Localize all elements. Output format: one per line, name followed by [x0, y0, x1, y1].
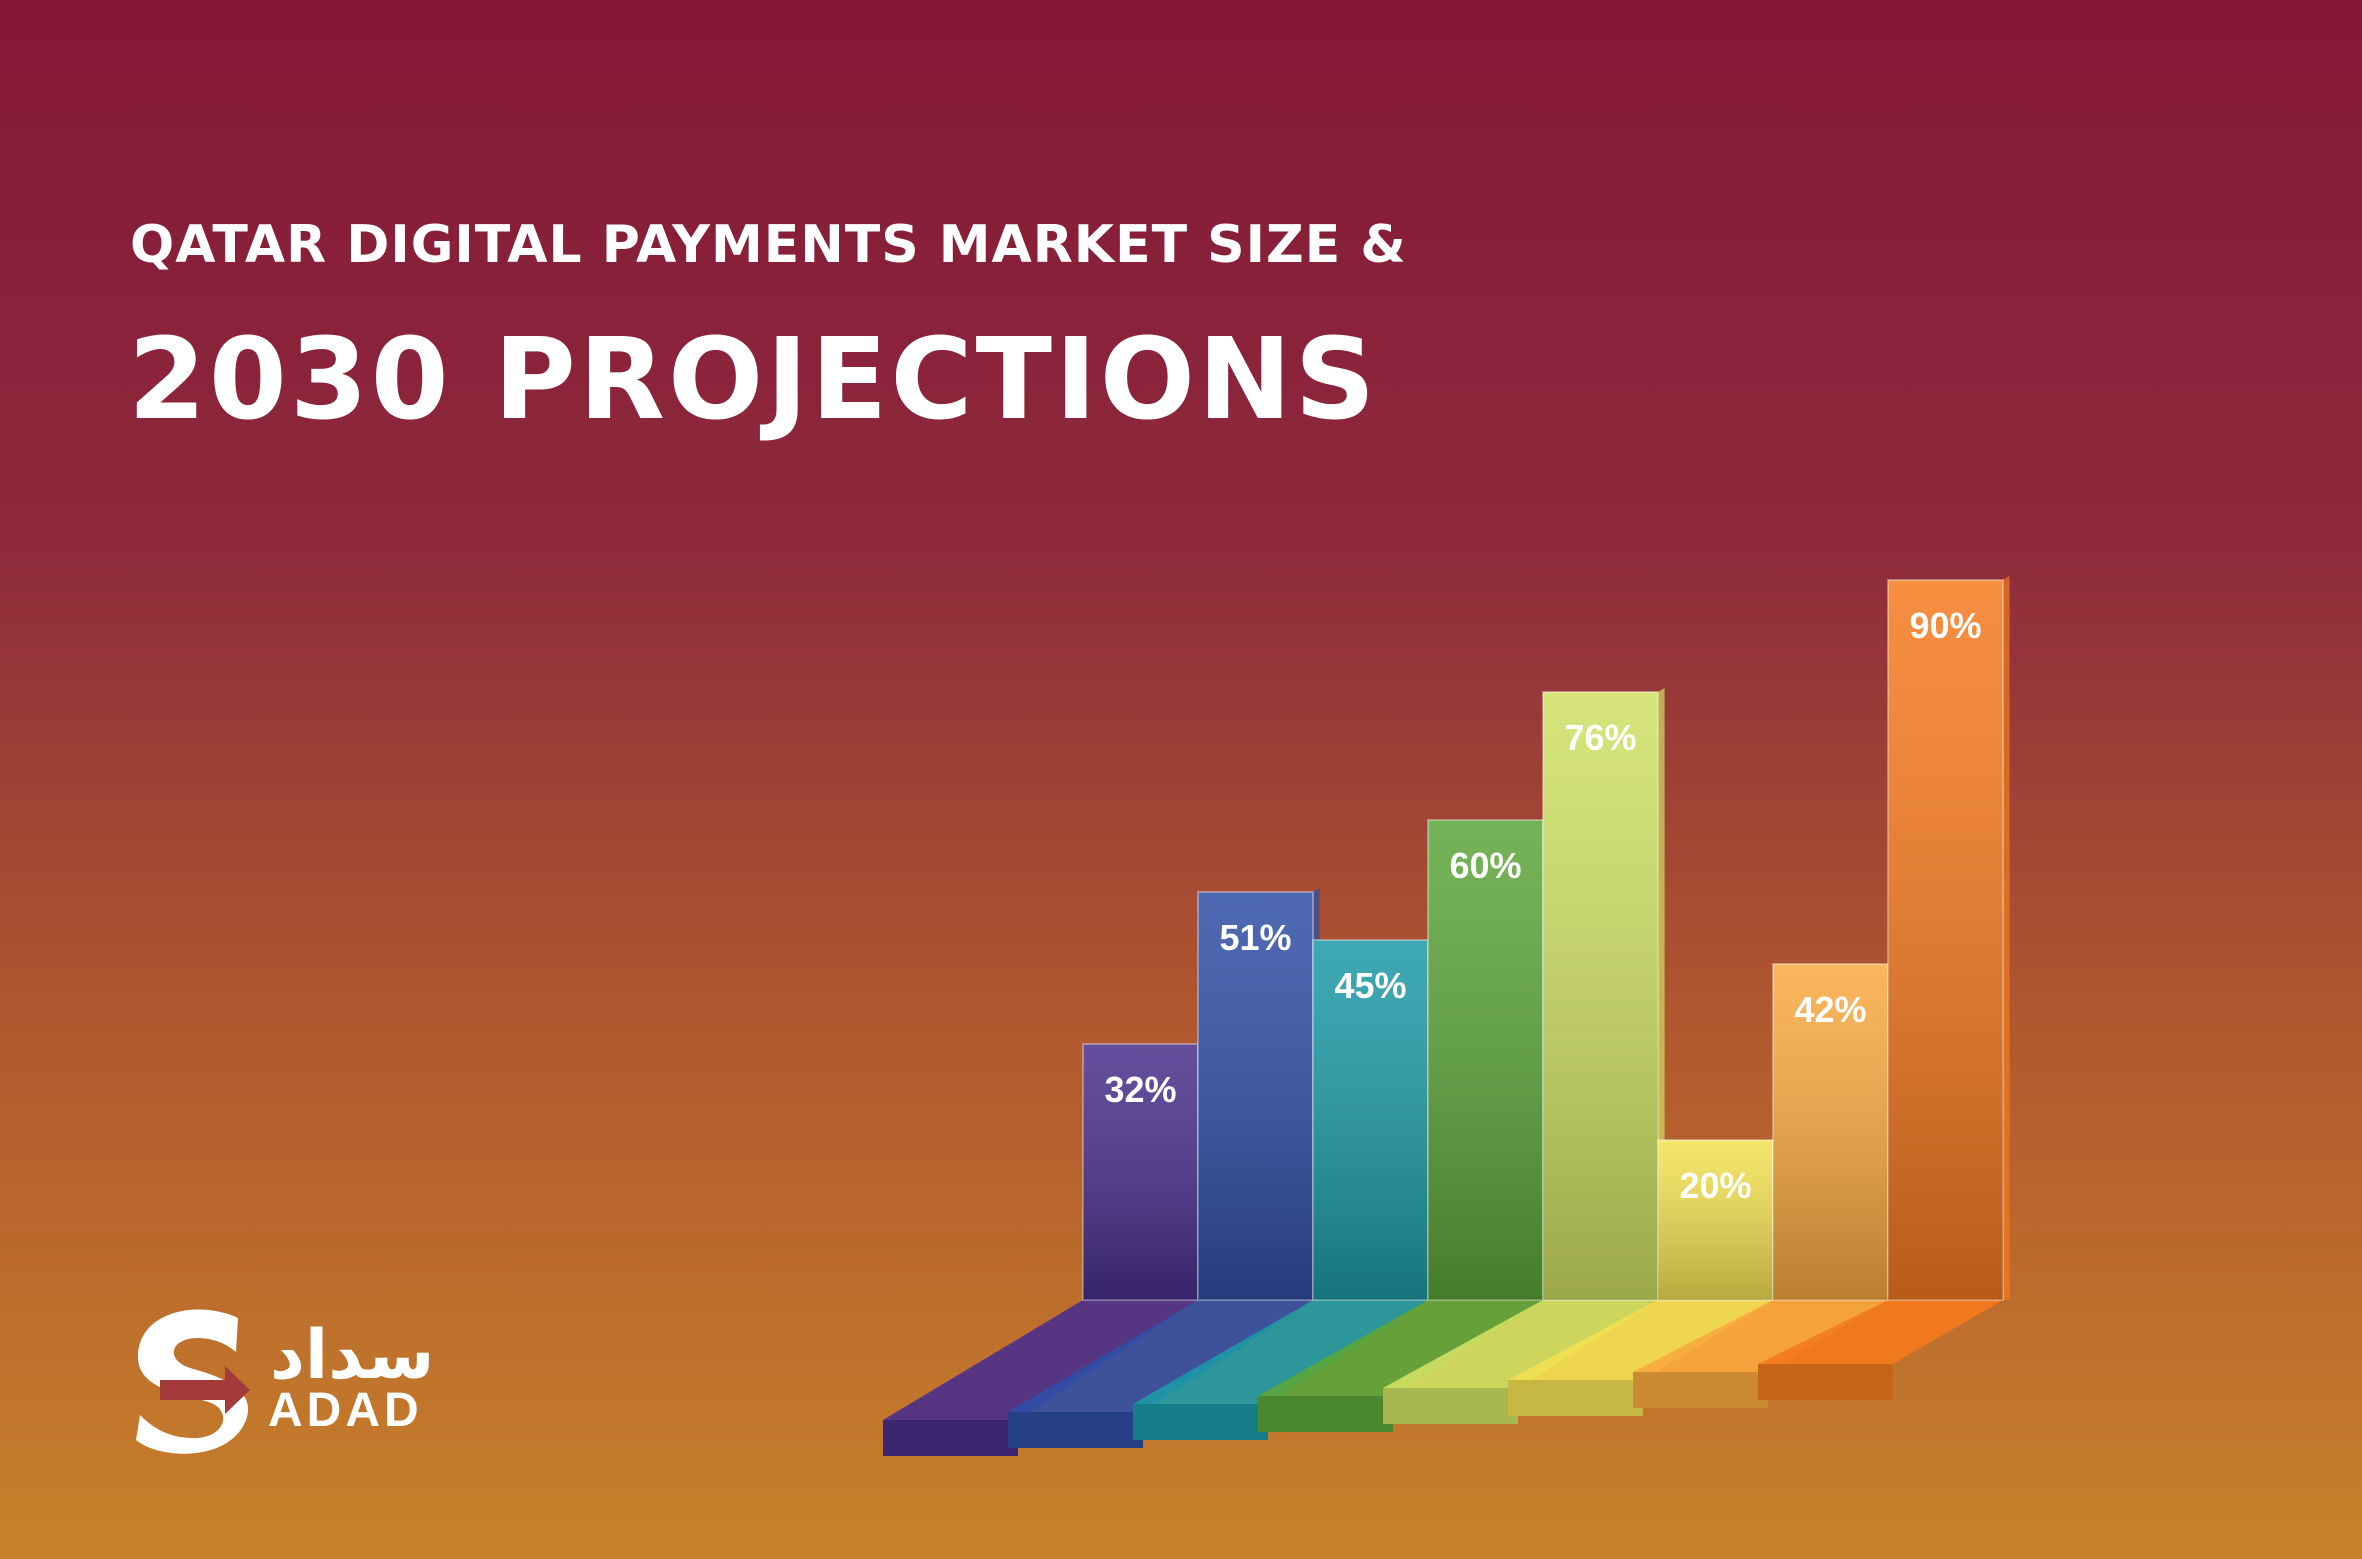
bar-floor-front-shade — [1008, 1412, 1143, 1448]
value-label: 60% — [1449, 845, 1521, 886]
bar-floor-front — [1258, 1396, 1393, 1432]
bar-shade — [1543, 692, 1658, 1300]
bar-floor-front-shade — [1758, 1364, 1893, 1400]
bar-floor-front-shade — [1383, 1388, 1518, 1424]
bar-shade — [1658, 1140, 1773, 1300]
bar-shade — [1773, 964, 1888, 1300]
value-label: 90% — [1909, 605, 1981, 646]
logo: سداد ADAD — [136, 1309, 434, 1454]
bar-floor — [1508, 1300, 1773, 1380]
bar-floor-front — [1383, 1388, 1518, 1424]
bar-shade — [1888, 580, 2003, 1300]
value-label: 45% — [1334, 965, 1406, 1006]
value-label: 42% — [1794, 989, 1866, 1030]
bar-floor — [1633, 1300, 1888, 1372]
bar-floor-front — [1508, 1380, 1643, 1416]
bar-floor-front-shade — [1133, 1404, 1268, 1440]
bar-floor-front-shade — [1508, 1380, 1643, 1416]
logo-arabic: سداد — [270, 1316, 434, 1395]
bar-floor-front — [1133, 1404, 1268, 1440]
title: QATAR DIGITAL PAYMENTS MARKET SIZE & — [130, 215, 1407, 275]
bar-floor — [1383, 1300, 1658, 1388]
bar-floor-front — [1758, 1364, 1893, 1400]
bar-floor-front — [1633, 1372, 1768, 1408]
logo-arrow — [160, 1366, 250, 1414]
value-label: 76% — [1564, 717, 1636, 758]
bar-floor-front-shade — [883, 1420, 1018, 1456]
bar-shade — [1083, 1044, 1198, 1300]
headline: 2030 PROJECTIONS — [128, 315, 1378, 445]
bar-side — [2003, 576, 2010, 1300]
bar-floor — [883, 1300, 1198, 1420]
logo-latin: ADAD — [268, 1384, 423, 1437]
bar-floor — [1758, 1300, 2003, 1364]
bar-floor-front-shade — [1633, 1372, 1768, 1408]
bar-chart: 32% 51% 45% 60% 76% 20% 42% 90% — [883, 576, 2010, 1456]
bar-floor-front — [1008, 1412, 1143, 1448]
bar-floor — [1008, 1300, 1313, 1412]
value-label: 32% — [1104, 1069, 1176, 1110]
bar-shade — [1428, 820, 1543, 1300]
bar-floor — [1258, 1300, 1543, 1396]
value-label: 20% — [1679, 1165, 1751, 1206]
bar-floor-front — [883, 1420, 1018, 1456]
bar-shade — [1198, 892, 1313, 1300]
bar-shade — [1313, 940, 1428, 1300]
bar-floor — [1133, 1300, 1428, 1404]
value-label: 51% — [1219, 917, 1291, 958]
bar-floor-front-shade — [1258, 1396, 1393, 1432]
